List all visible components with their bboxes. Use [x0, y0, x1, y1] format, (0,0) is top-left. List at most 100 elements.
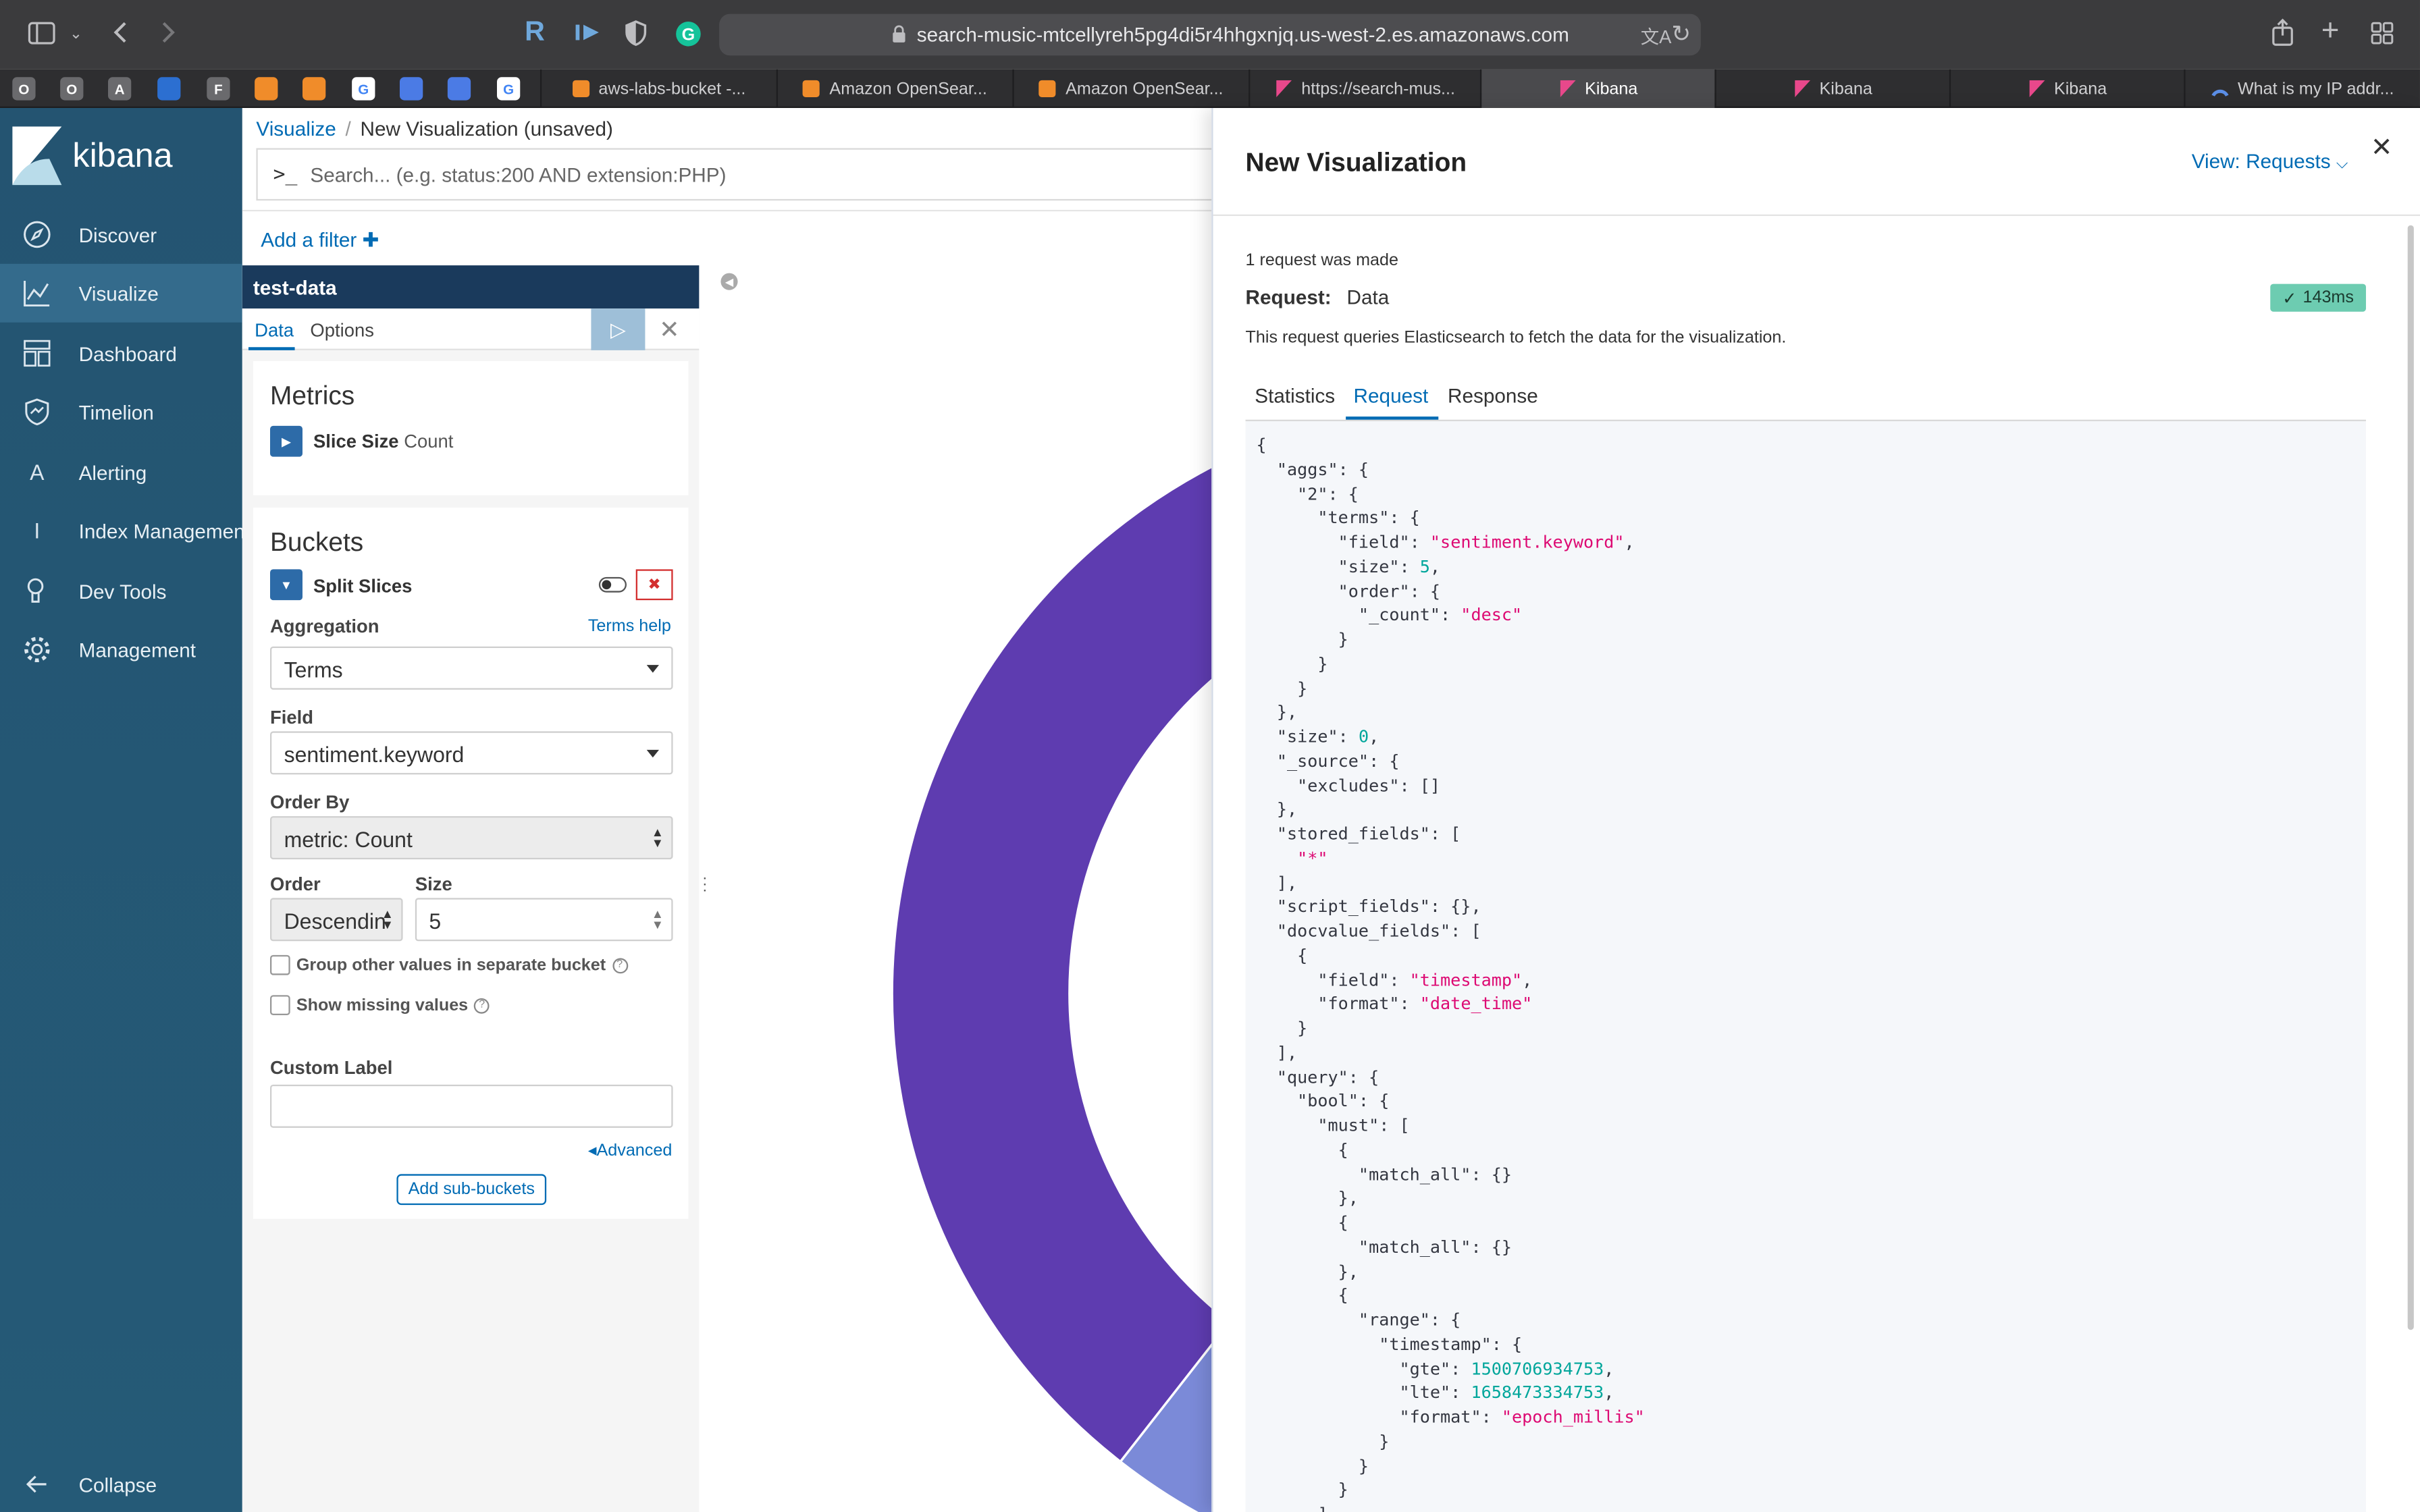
- apply-changes-button[interactable]: ▷: [591, 308, 646, 350]
- browser-tab[interactable]: Amazon OpenSear...: [776, 69, 1013, 108]
- tab-request[interactable]: Request: [1353, 384, 1429, 408]
- order-select[interactable]: Descendin ▲ ▼: [269, 898, 403, 942]
- sidebar-item-index-management[interactable]: I Index Management: [0, 502, 251, 560]
- pinned-tab-aws-icon[interactable]: [302, 77, 326, 101]
- new-tab-icon[interactable]: +: [2321, 14, 2340, 48]
- donut-slice-secondary[interactable]: [1118, 1322, 1215, 1512]
- pinned-tab-aws-icon[interactable]: [255, 77, 278, 101]
- show-missing-checkbox-row[interactable]: Show missing values ?: [269, 995, 490, 1015]
- browser-tab[interactable]: https://search-mus...: [1248, 69, 1480, 108]
- tab-options[interactable]: Options: [310, 319, 374, 342]
- donut-slice-primary[interactable]: [891, 400, 1215, 1463]
- sidebar-toggle-icon[interactable]: [28, 22, 55, 51]
- custom-label-input[interactable]: [269, 1084, 673, 1128]
- help-icon[interactable]: ?: [474, 997, 490, 1013]
- aggregation-select[interactable]: Terms: [269, 646, 673, 690]
- extension-play-icon[interactable]: [574, 22, 602, 49]
- order-by-select[interactable]: metric: Count ▲ ▼: [269, 816, 673, 860]
- pinned-tab-blue-icon[interactable]: [157, 77, 181, 101]
- show-missing-checkbox[interactable]: [269, 995, 290, 1015]
- aws-cube-icon: [1039, 80, 1057, 97]
- code-line: "*": [1257, 846, 1645, 871]
- sidebar-item-alerting[interactable]: A Alerting: [0, 443, 242, 502]
- pinned-tab-a-icon[interactable]: A: [107, 77, 132, 101]
- code-line: },: [1257, 1187, 1645, 1211]
- terms-help-link[interactable]: Terms help: [587, 617, 671, 636]
- browser-tab[interactable]: Kibana: [1714, 69, 1949, 108]
- pinned-tab-translate-icon[interactable]: [447, 77, 471, 101]
- forward-arrow-icon[interactable]: [161, 20, 176, 51]
- address-bar[interactable]: search-music-mtcellyreh5pg4di5r4hhgxnjq.…: [719, 14, 1701, 56]
- tab-statistics[interactable]: Statistics: [1255, 384, 1336, 408]
- updown-arrows-icon: ▲ ▼: [381, 907, 394, 932]
- requests-count: 1 request was made: [1245, 251, 1398, 270]
- browser-tab[interactable]: What is my IP addr...: [2184, 69, 2420, 108]
- breadcrumb-visualize-link[interactable]: Visualize: [256, 117, 336, 140]
- code-line: {: [1257, 1284, 1645, 1308]
- tab-response[interactable]: Response: [1447, 384, 1538, 408]
- field-select[interactable]: sentiment.keyword: [269, 731, 673, 775]
- stepper-icon[interactable]: ▲ ▼: [651, 907, 664, 932]
- browser-tab[interactable]: aws-labs-bucket -...: [540, 69, 777, 108]
- pinned-tab-google-icon[interactable]: G: [352, 77, 375, 101]
- browser-tab[interactable]: Kibana: [1949, 69, 2184, 108]
- pinned-tab-o-icon[interactable]: O: [12, 77, 36, 101]
- add-sub-buckets-button[interactable]: Add sub-buckets: [396, 1174, 547, 1206]
- shield-icon[interactable]: [625, 20, 647, 53]
- pinned-tab-translate-icon[interactable]: [399, 77, 423, 101]
- tab-overview-icon[interactable]: [2371, 22, 2394, 51]
- advanced-toggle-link[interactable]: ◂Advanced: [588, 1140, 672, 1160]
- browser-tab-bar: O O A F G G aws-labs-bucket -... Amazon …: [0, 69, 2420, 108]
- kibana-logo-icon[interactable]: [12, 126, 62, 186]
- collapse-bucket-button[interactable]: ▼: [269, 569, 302, 601]
- translate-icon[interactable]: 文A: [1640, 26, 1672, 48]
- sidebar-item-management[interactable]: Management: [0, 620, 242, 679]
- code-token: }: [1256, 678, 1308, 699]
- chevron-down-icon[interactable]: ⌄: [69, 26, 83, 43]
- svg-text:G: G: [682, 25, 695, 44]
- discard-close-icon[interactable]: ✕: [658, 317, 680, 344]
- group-other-checkbox-row[interactable]: Group other values in separate bucket ?: [269, 954, 628, 975]
- code-token: {: [1256, 1212, 1348, 1233]
- remove-bucket-button[interactable]: ✖: [635, 569, 673, 601]
- share-icon[interactable]: [2272, 18, 2294, 52]
- code-line: "bool": {: [1257, 1089, 1645, 1114]
- search-input[interactable]: [310, 159, 1206, 190]
- sidebar-item-dashboard[interactable]: Dashboard: [0, 324, 242, 383]
- view-requests-dropdown[interactable]: View: Requests ⌵: [2192, 150, 2348, 173]
- request-code-block[interactable]: { "aggs": { "2": { "terms": { "field": "…: [1245, 421, 2366, 1512]
- browser-tab-active[interactable]: Kibana: [1479, 69, 1715, 108]
- code-token: "lte":: [1256, 1382, 1471, 1403]
- code-token: ,: [1604, 1382, 1614, 1403]
- code-line: "match_all": {}: [1257, 1162, 1645, 1187]
- grammarly-icon[interactable]: G: [675, 20, 702, 54]
- close-icon[interactable]: ✕: [2370, 132, 2393, 162]
- back-arrow-icon[interactable]: [113, 20, 128, 51]
- reload-icon[interactable]: ↻: [1671, 21, 1691, 48]
- pinned-tab-google-icon[interactable]: G: [496, 77, 521, 101]
- collapse-sidebar-icon[interactable]: ◀: [720, 273, 738, 290]
- code-token: "timestamp": [1409, 969, 1523, 990]
- browser-tab[interactable]: Amazon OpenSear...: [1012, 69, 1248, 108]
- enable-toggle-switch[interactable]: [598, 576, 627, 593]
- help-icon[interactable]: ?: [612, 957, 628, 973]
- resize-handle-icon[interactable]: · · ·: [702, 870, 708, 900]
- code-token: "*": [1256, 848, 1328, 869]
- pinned-tab-f-icon[interactable]: F: [207, 77, 230, 101]
- tab-label: Kibana: [2053, 79, 2107, 99]
- sidebar-item-visualize[interactable]: Visualize: [0, 263, 242, 323]
- extension-r-icon[interactable]: R: [525, 15, 545, 47]
- add-filter-button[interactable]: Add a filter ✚: [261, 228, 379, 253]
- sidebar-item-dev-tools[interactable]: Dev Tools: [0, 562, 242, 620]
- tab-data[interactable]: Data: [255, 319, 294, 342]
- flyout-scrollbar[interactable]: [2407, 225, 2414, 1330]
- request-name: Data: [1346, 285, 1390, 309]
- sidebar-item-discover[interactable]: Discover: [0, 205, 242, 264]
- group-other-checkbox[interactable]: [269, 954, 290, 975]
- sidebar-item-timelion[interactable]: Timelion: [0, 383, 242, 441]
- expand-metric-button[interactable]: ▶: [269, 425, 302, 457]
- nav-label: Alerting: [78, 460, 147, 484]
- sidebar-collapse-button[interactable]: Collapse: [0, 1455, 242, 1512]
- size-input[interactable]: 5 ▲ ▼: [415, 898, 673, 942]
- pinned-tab-o-icon[interactable]: O: [60, 77, 84, 101]
